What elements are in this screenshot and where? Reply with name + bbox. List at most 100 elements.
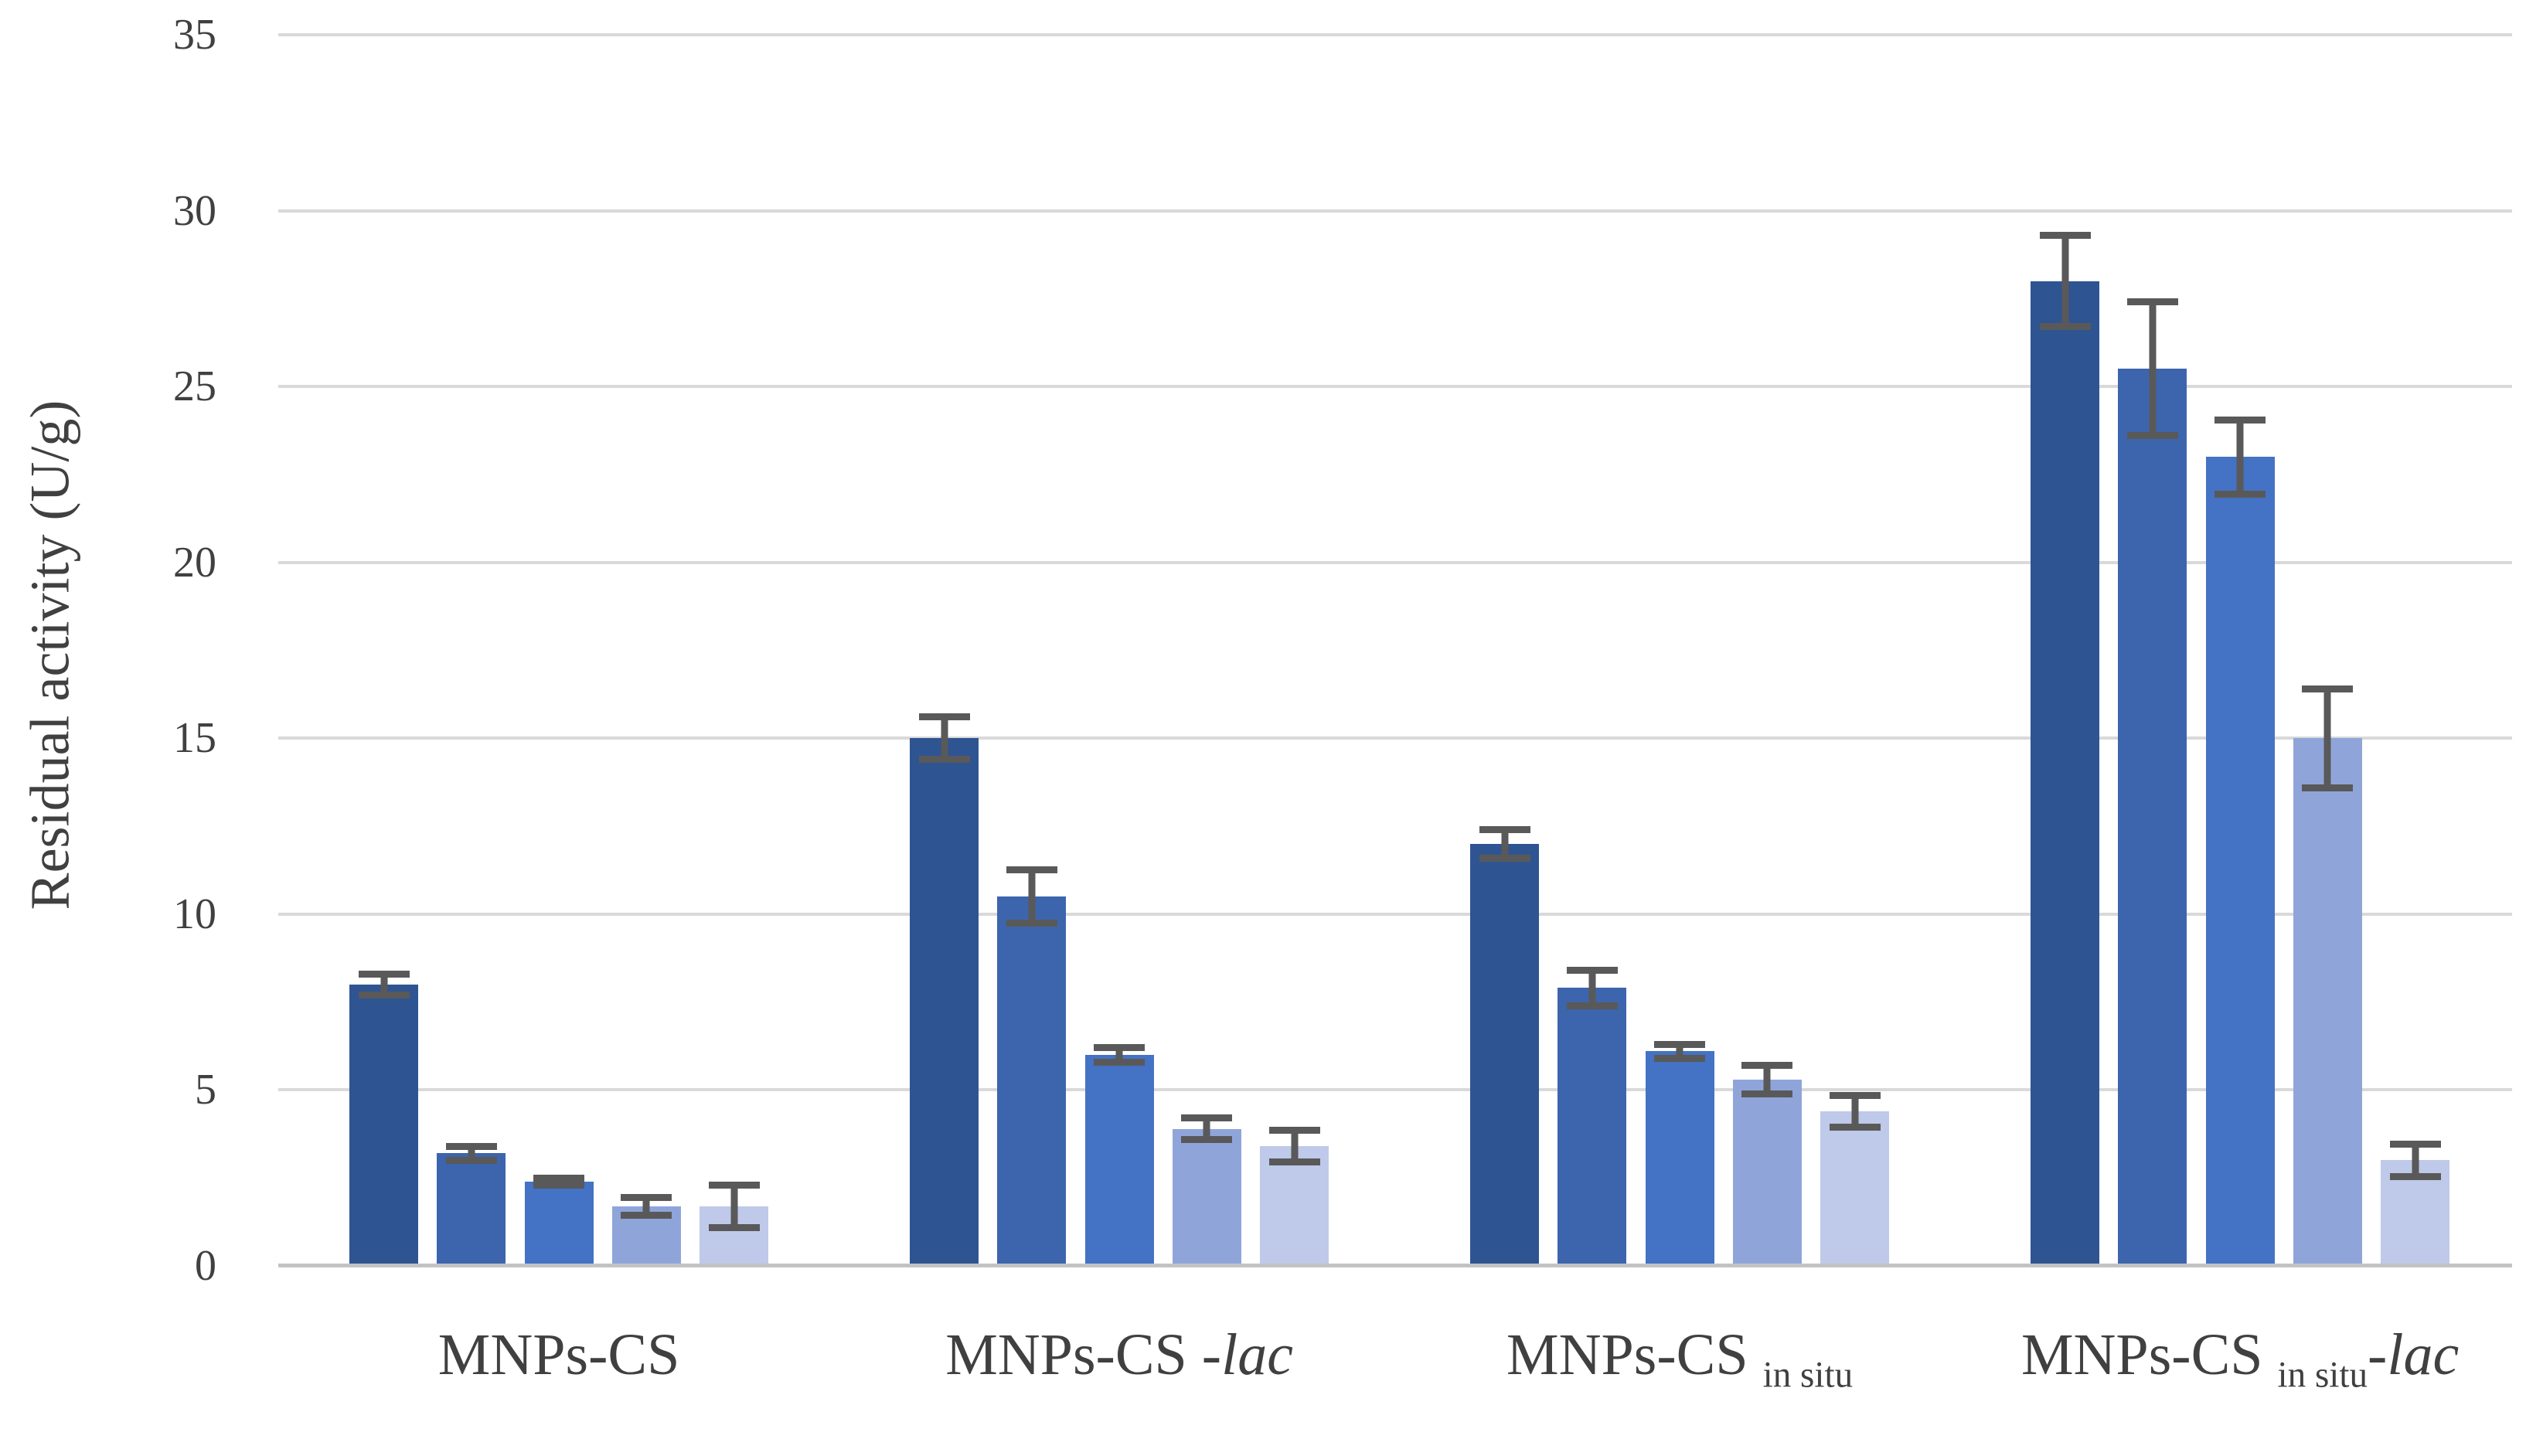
error-bar-cap-top xyxy=(1654,1040,1706,1048)
x-axis-line xyxy=(278,1264,2512,1267)
x-category-label-segment: lac xyxy=(1221,1322,1293,1387)
error-bar-stem xyxy=(1851,1091,1859,1131)
gridline xyxy=(278,33,2512,36)
error-bar-stem xyxy=(380,970,387,999)
y-tick-label: 15 xyxy=(173,714,216,763)
error-bar-stem xyxy=(2061,231,2068,331)
error-bar xyxy=(2215,416,2266,498)
x-category-label: MNPs-CS in situ-lac xyxy=(2021,1324,2459,1406)
error-bar-cap-bottom xyxy=(1829,1123,1881,1131)
y-tick-label: 0 xyxy=(195,1242,216,1290)
error-bar-cap-bottom xyxy=(1181,1135,1233,1143)
bar-MNPs-CS-s2 xyxy=(437,1153,506,1266)
gridline xyxy=(278,385,2512,389)
bar-MNPs-CS-in-situ-lac-s2 xyxy=(2118,369,2187,1266)
error-bar-stem xyxy=(1028,866,1036,927)
error-bar-cap-top xyxy=(2389,1141,2441,1148)
error-bar-stem xyxy=(642,1193,650,1219)
error-bar-cap-bottom xyxy=(1566,1002,1618,1009)
x-category-label-segment: MNPs-CS - xyxy=(945,1322,1222,1387)
error-bar xyxy=(2039,231,2091,331)
error-bar-cap-top xyxy=(2215,416,2266,424)
bar-MNPs-CS--lac-s5 xyxy=(1260,1146,1329,1266)
y-tick-label: 10 xyxy=(173,890,216,938)
error-bar-cap-top xyxy=(1094,1044,1146,1052)
error-bar xyxy=(1829,1091,1881,1131)
error-bar-cap-top xyxy=(533,1174,585,1182)
y-axis-title: Residual activity (U/g) xyxy=(19,400,81,910)
error-bar xyxy=(533,1174,585,1189)
error-bar-cap-bottom xyxy=(1268,1158,1320,1166)
error-bar xyxy=(445,1142,497,1165)
bar-MNPs-CS-in-situ-lac-s1 xyxy=(2031,281,2099,1266)
error-bar-cap-top xyxy=(1006,866,1057,874)
x-category-label: MNPs-CS in situ xyxy=(1506,1324,1853,1406)
bar-MNPs-CS-in-situ-s3 xyxy=(1645,1051,1714,1266)
error-bar-cap-top xyxy=(1566,967,1618,975)
error-bar-cap-bottom xyxy=(918,756,970,764)
error-bar xyxy=(1479,826,1530,862)
error-bar-stem xyxy=(1291,1127,1299,1166)
error-bar xyxy=(708,1181,760,1231)
error-bar-stem xyxy=(1115,1044,1123,1066)
error-bar-cap-bottom xyxy=(1094,1058,1146,1066)
error-bar-cap-bottom xyxy=(445,1157,497,1165)
gridline xyxy=(278,560,2512,564)
error-bar-cap-top xyxy=(1268,1127,1320,1135)
error-bar xyxy=(358,970,410,999)
x-category-label: MNPs-CS -lac xyxy=(945,1324,1293,1386)
error-bar-stem xyxy=(2412,1141,2419,1180)
error-bar xyxy=(2126,298,2178,440)
error-bar-cap-bottom xyxy=(2302,784,2354,791)
bar-MNPs-CS--lac-s3 xyxy=(1084,1054,1154,1266)
plot-area xyxy=(278,33,2512,1267)
bar-MNPs-CS--lac-s1 xyxy=(910,738,979,1266)
error-bar-stem xyxy=(1676,1040,1683,1063)
error-bar-stem xyxy=(1501,826,1508,862)
x-category-label-segment: lac xyxy=(2387,1322,2460,1387)
error-bar-cap-top xyxy=(445,1142,497,1150)
x-category-label-segment: MNPs-CS xyxy=(1506,1322,1763,1387)
error-bar-cap-bottom xyxy=(533,1181,585,1189)
gridline xyxy=(278,737,2512,740)
error-bar-cap-top xyxy=(918,713,970,721)
y-tick-label: 30 xyxy=(173,186,216,235)
error-bar-cap-bottom xyxy=(708,1223,760,1231)
error-bar-cap-top xyxy=(1741,1062,1793,1070)
error-bar-stem xyxy=(1588,967,1596,1009)
error-bar-stem xyxy=(730,1181,738,1231)
bar-MNPs-CS--lac-s2 xyxy=(997,896,1067,1266)
error-bar-cap-top xyxy=(358,970,410,978)
error-bar xyxy=(2302,685,2354,791)
error-bar-cap-bottom xyxy=(1006,919,1057,927)
bar-MNPs-CS-in-situ-s5 xyxy=(1820,1111,1890,1266)
error-bar-stem xyxy=(941,713,948,764)
x-category-label: MNPs-CS xyxy=(438,1324,680,1386)
error-bar-cap-bottom xyxy=(1654,1055,1706,1063)
error-bar-cap-bottom xyxy=(2039,323,2091,331)
x-category-label-segment: MNPs-CS xyxy=(2020,1322,2278,1387)
error-bar xyxy=(1566,967,1618,1009)
error-bar xyxy=(1654,1040,1706,1063)
error-bar-cap-bottom xyxy=(1741,1090,1793,1097)
error-bar-cap-bottom xyxy=(2126,432,2178,440)
x-category-label-segment: - xyxy=(2368,1322,2388,1387)
bar-MNPs-CS-s3 xyxy=(524,1181,594,1266)
error-bar-cap-top xyxy=(2302,685,2354,693)
y-tick-label: 35 xyxy=(173,11,216,59)
error-bar-cap-top xyxy=(1181,1114,1233,1122)
error-bar-stem xyxy=(1203,1114,1210,1143)
y-tick-label: 25 xyxy=(173,362,216,411)
x-category-label-segment: MNPs-CS xyxy=(437,1322,680,1387)
error-bar-stem xyxy=(468,1142,475,1165)
bar-MNPs-CS-in-situ-lac-s3 xyxy=(2205,457,2275,1266)
error-bar-cap-top xyxy=(621,1193,672,1201)
error-bar xyxy=(1181,1114,1233,1143)
y-tick-label: 5 xyxy=(195,1066,216,1114)
error-bar-cap-bottom xyxy=(358,992,410,999)
error-bar xyxy=(1094,1044,1146,1066)
error-bar-cap-top xyxy=(1829,1091,1881,1099)
error-bar-cap-bottom xyxy=(2389,1172,2441,1180)
error-bar-stem xyxy=(2236,416,2244,498)
